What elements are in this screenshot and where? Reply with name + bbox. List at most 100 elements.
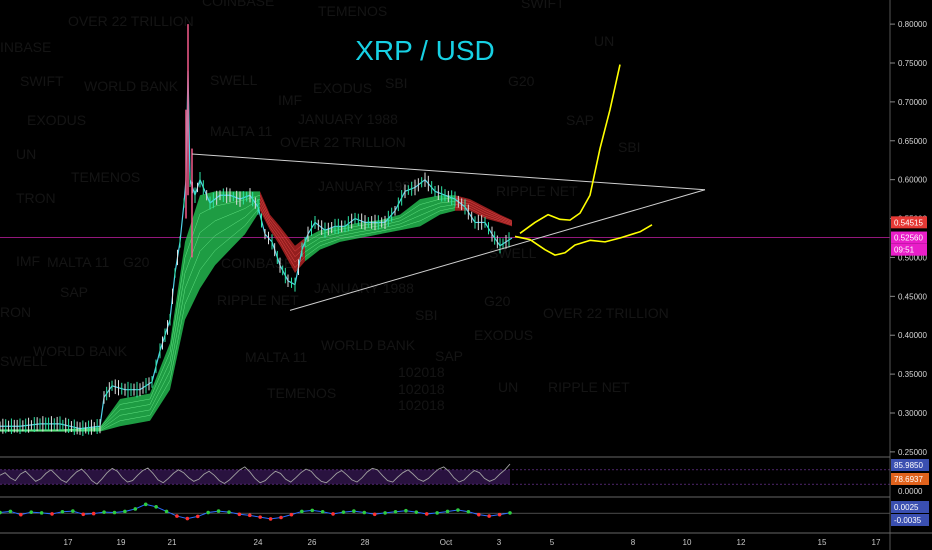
ribbon-line — [339, 234, 361, 240]
y-tick-label: 0.45000 — [898, 292, 927, 301]
ribbon-line — [304, 237, 321, 248]
ribbon-line — [469, 205, 486, 215]
ribbon-line — [399, 209, 421, 222]
ribbon-line — [269, 217, 281, 231]
ribbon-line — [279, 230, 296, 252]
momentum-dot — [164, 509, 169, 514]
watermark-text: UN — [16, 146, 36, 162]
ribbon-band — [305, 230, 320, 262]
ribbon-line — [339, 228, 361, 233]
watermark-text: OVER 22 TRILLION — [68, 13, 194, 29]
chart-title: XRP / USD — [355, 35, 495, 66]
momentum-dot — [237, 512, 242, 517]
watermark-text: 102018 — [398, 381, 445, 397]
ribbon-line — [279, 237, 296, 263]
rsi-zero-label: 0.0000 — [898, 487, 923, 496]
momentum-dot — [19, 512, 23, 517]
ribbon-line — [419, 210, 441, 222]
momentum-dot — [185, 516, 190, 521]
time-axis: 17 19 21 24 26 28 Oct 3 5 8 10 12 15 17 — [64, 538, 881, 547]
ribbon-line — [99, 420, 121, 431]
ribbon-line — [169, 272, 186, 362]
projection-lines — [514, 64, 653, 256]
x-tick-label: 24 — [254, 538, 263, 547]
momentum-value-badge — [891, 501, 929, 513]
ribbon-line — [439, 204, 456, 208]
watermark-text: SBI — [618, 139, 641, 155]
rsi-value-badge — [891, 459, 929, 471]
watermark-text: SWELL — [210, 72, 258, 88]
momentum-dot — [289, 512, 294, 517]
ribbon-line — [419, 198, 441, 205]
ribbon-line — [499, 220, 513, 226]
momentum-dot — [300, 509, 304, 514]
momentum-dot — [414, 510, 419, 514]
ribbon-line — [484, 211, 501, 219]
ribbon-line — [214, 202, 231, 207]
ribbon-line — [499, 215, 513, 222]
rsi-value-label: 78.6937 — [894, 475, 923, 484]
ribbon-line — [359, 228, 381, 233]
ribbon-line — [229, 216, 246, 227]
ribbon-line — [214, 226, 231, 236]
ribbon-line — [339, 225, 361, 230]
ribbon-line — [149, 380, 171, 416]
momentum-dot — [487, 514, 491, 518]
ribbon-line — [259, 195, 271, 218]
ribbon-line — [454, 207, 471, 209]
ribbon-line — [339, 231, 361, 236]
momentum-dot — [508, 511, 512, 515]
watermark-text: SAP — [435, 348, 463, 364]
momentum-dot — [29, 510, 34, 514]
momentum-dot — [320, 510, 325, 514]
ribbon-line — [294, 242, 306, 252]
ribbon-line — [379, 226, 401, 232]
momentum-dot — [154, 505, 158, 509]
watermark-text: EXODUS — [313, 80, 372, 96]
ribbon-line — [304, 241, 321, 253]
watermark-text: UN — [594, 33, 614, 49]
watermark-text: SBI — [415, 307, 438, 323]
y-tick-label: 0.65000 — [898, 137, 927, 146]
ribbon-line — [484, 208, 501, 217]
watermark-text: WORLD BANK — [321, 337, 416, 353]
ribbon-line — [119, 398, 151, 405]
watermark-text: JANUARY 1988 — [298, 111, 398, 127]
ribbon-band — [245, 191, 260, 235]
ribbon-line — [319, 235, 341, 243]
x-tick-label: 3 — [497, 538, 502, 547]
watermark-text: COINBASE — [202, 0, 274, 9]
ribbon-line — [99, 404, 121, 429]
y-tick-label: 0.30000 — [898, 409, 927, 418]
y-tick-label: 0.80000 — [898, 20, 927, 29]
watermark-text: TRON — [16, 190, 56, 206]
momentum-dot — [456, 508, 460, 512]
x-tick-label: 17 — [64, 538, 73, 547]
ribbon-line — [379, 223, 401, 229]
momentum-dot — [227, 510, 231, 514]
ribbon-line — [319, 238, 341, 247]
ribbon-line — [439, 207, 456, 212]
price-marker-badge — [891, 243, 927, 256]
momentum-value-label: 0.0025 — [894, 503, 919, 512]
ribbon-band — [470, 199, 485, 219]
momentum-dot — [331, 512, 335, 516]
ribbon-line — [484, 213, 501, 220]
ribbon-line — [199, 205, 216, 215]
ribbon-band — [120, 393, 150, 427]
projection-path-up — [519, 64, 621, 234]
ribbon-line — [149, 361, 171, 405]
y-tick-label: 0.70000 — [898, 98, 927, 107]
watermark-text: SWIFT — [20, 73, 64, 89]
ribbon-line — [304, 245, 321, 257]
momentum-dot — [341, 510, 346, 514]
ribbon-line — [119, 404, 151, 411]
price-series — [0, 24, 513, 436]
watermark-text: SAP — [566, 112, 594, 128]
ribbon-line — [359, 222, 381, 226]
momentum-dot — [393, 510, 398, 514]
ribbon-line — [419, 202, 441, 211]
price-marker-label: 0.54515 — [894, 218, 923, 227]
momentum-dot — [81, 512, 86, 517]
momentum-dot — [424, 512, 429, 516]
